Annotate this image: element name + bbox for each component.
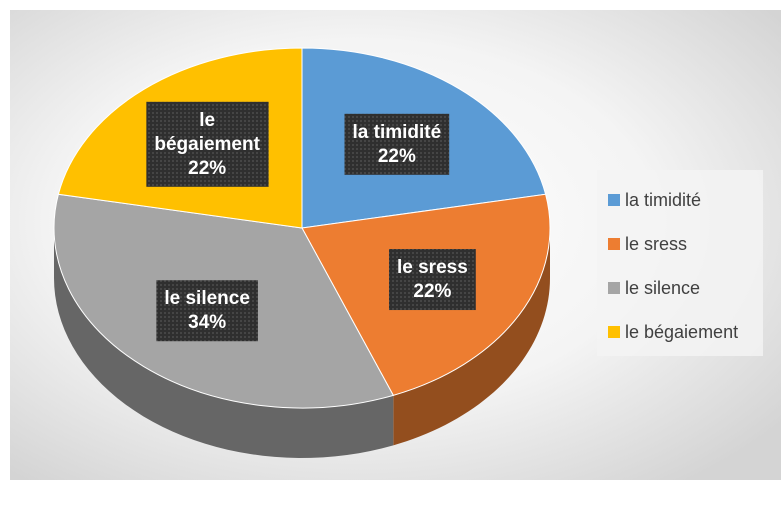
data-label-value: 22% bbox=[413, 281, 451, 302]
data-label-name: la timidité bbox=[353, 122, 442, 143]
data-label-name: le sress bbox=[397, 257, 468, 278]
legend-swatch bbox=[608, 238, 620, 250]
pie-side bbox=[54, 228, 394, 458]
legend-swatch bbox=[608, 326, 620, 338]
legend-box bbox=[597, 170, 763, 356]
legend-label: le bégaiement bbox=[625, 322, 738, 342]
data-label-box bbox=[388, 249, 476, 311]
legend-swatch bbox=[608, 194, 620, 206]
legend-swatch bbox=[608, 282, 620, 294]
data-label-value: 22% bbox=[378, 146, 416, 167]
legend-label: la timidité bbox=[625, 190, 701, 210]
legend-label: le silence bbox=[625, 278, 700, 298]
data-label-box bbox=[146, 101, 269, 187]
pie-side bbox=[393, 228, 550, 446]
data-label-name: le bégaiement bbox=[154, 110, 260, 155]
legend-label: le sress bbox=[625, 234, 687, 254]
data-label-value: 22% bbox=[188, 158, 226, 179]
data-label-value: 34% bbox=[188, 312, 226, 333]
data-label-box bbox=[344, 113, 450, 175]
data-label-name: le silence bbox=[164, 288, 250, 309]
data-label-box bbox=[156, 280, 258, 342]
